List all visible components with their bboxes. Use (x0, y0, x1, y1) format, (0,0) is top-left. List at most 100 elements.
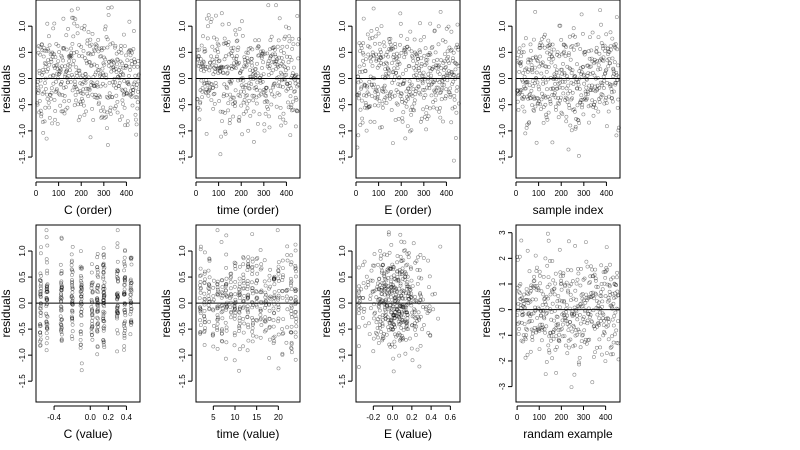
data-point (374, 320, 379, 325)
data-point (125, 119, 130, 124)
data-point (112, 61, 116, 65)
data-point (380, 334, 385, 339)
data-point (278, 70, 283, 75)
data-point (405, 262, 410, 267)
data-point (380, 105, 385, 110)
data-point (376, 103, 381, 108)
data-point (40, 42, 44, 47)
data-point (71, 15, 76, 20)
data-point (398, 82, 403, 87)
data-point (85, 91, 90, 96)
data-point (44, 311, 49, 316)
data-point (289, 311, 294, 316)
data-point (198, 330, 203, 335)
data-point (95, 80, 100, 85)
data-point (112, 106, 117, 111)
data-point (384, 278, 389, 283)
data-point (540, 60, 545, 65)
data-point (396, 82, 401, 87)
data-point (123, 282, 127, 287)
data-point (250, 333, 255, 338)
data-point (374, 58, 379, 63)
data-point (254, 101, 259, 106)
data-point (225, 70, 230, 75)
data-point (375, 317, 380, 321)
data-point (593, 106, 598, 111)
data-point (549, 317, 554, 322)
data-point (202, 280, 207, 285)
data-point (379, 125, 384, 130)
data-point (206, 303, 211, 308)
data-point (405, 37, 410, 42)
data-point (284, 340, 289, 345)
data-point (545, 117, 550, 122)
data-point (581, 50, 586, 55)
data-point (70, 258, 74, 263)
data-point (101, 271, 106, 276)
y-tick-label: 1 (498, 281, 507, 286)
data-point (287, 55, 292, 59)
data-point (540, 43, 545, 48)
y-tick-label: -1.0 (178, 348, 187, 362)
data-point (248, 114, 253, 118)
data-point (45, 322, 50, 327)
data-point (382, 83, 387, 88)
data-point (556, 96, 561, 101)
data-point (551, 287, 556, 292)
data-point (409, 295, 414, 300)
data-point (202, 300, 207, 305)
data-point (78, 278, 83, 283)
data-point (549, 60, 554, 65)
data-point (232, 304, 237, 309)
data-point (61, 58, 66, 63)
x-axis-title: sample index (533, 203, 604, 217)
data-point (70, 299, 75, 304)
data-point (215, 321, 220, 326)
data-point (551, 278, 556, 283)
data-point (610, 291, 615, 296)
data-point (66, 54, 71, 59)
data-point (549, 333, 554, 338)
data-point (288, 133, 293, 138)
data-point (407, 90, 412, 94)
data-point (79, 368, 84, 373)
data-point (599, 290, 603, 294)
data-point (58, 103, 63, 108)
data-point (451, 56, 455, 61)
data-point (551, 87, 556, 92)
x-tick-label: 400 (280, 189, 294, 198)
data-point (237, 264, 242, 269)
data-point (535, 328, 540, 333)
data-point (95, 265, 100, 270)
data-point (70, 308, 74, 313)
data-point (63, 85, 68, 90)
y-tick-label: -1.0 (338, 123, 347, 137)
x-tick-label: 5 (211, 413, 216, 422)
data-point (583, 96, 588, 101)
data-point (441, 74, 446, 79)
data-point (136, 79, 141, 84)
data-point (95, 267, 100, 272)
data-point (215, 328, 220, 332)
data-point (197, 274, 202, 278)
data-point (293, 357, 298, 362)
data-point (389, 281, 394, 286)
data-point (375, 27, 379, 31)
data-point (546, 343, 551, 348)
data-point (425, 117, 430, 121)
data-point (123, 248, 127, 253)
data-point (216, 71, 221, 76)
data-point (598, 293, 603, 298)
data-point (369, 28, 374, 33)
data-point (356, 301, 361, 305)
data-point (581, 73, 586, 78)
data-point (380, 89, 384, 93)
data-point (363, 101, 368, 105)
data-point (272, 290, 277, 295)
data-point (254, 281, 259, 286)
data-point (69, 8, 74, 13)
data-point (66, 74, 71, 78)
data-point (610, 317, 615, 322)
data-point (382, 313, 387, 318)
data-point (456, 101, 461, 106)
